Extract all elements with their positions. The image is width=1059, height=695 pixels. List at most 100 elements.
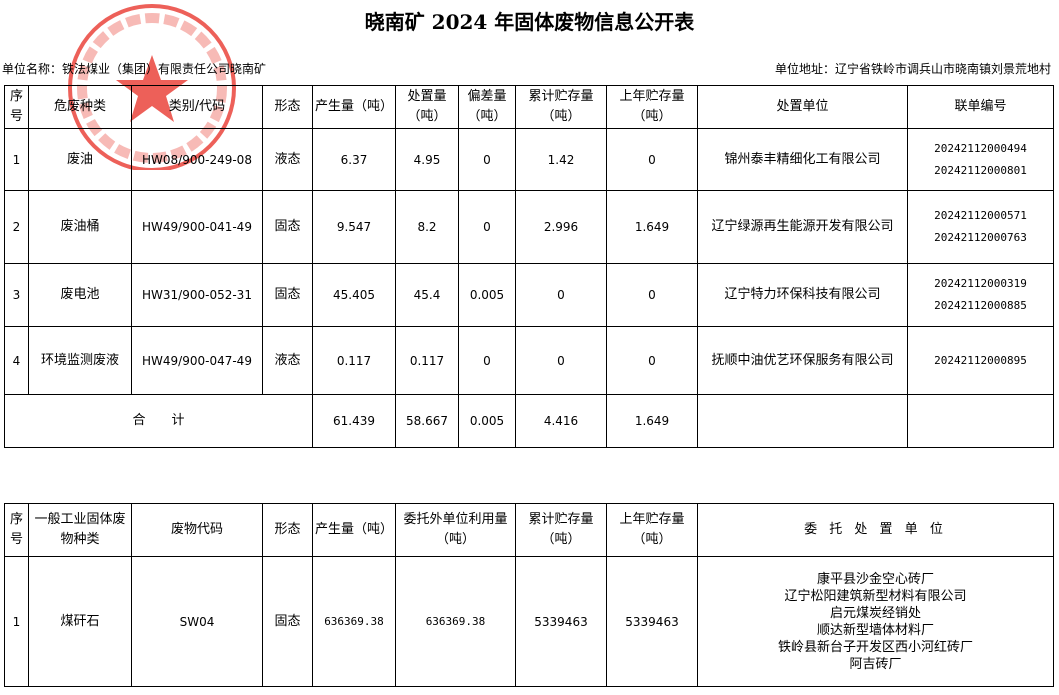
form-number: 20242112000494	[934, 141, 1027, 155]
total-last_year: 1.649	[606, 394, 698, 448]
unit-address: 单位地址：辽宁省铁岭市调兵山市晓南镇刘景荒地村	[774, 62, 1051, 76]
header-row: 序号 危废种类 类别/代码 形态 产生量（吨） 处置量（吨） 偏差量（吨） 累计贮存量（吨）上…	[4, 85, 1054, 129]
form-number: 20242112000571	[934, 209, 1027, 222]
table-row: 2 废油桶 HW49/900-041-49 固态 9.547 8.2 0 2.996 1.649…	[4, 190, 1054, 264]
column-header: 处置单位	[697, 85, 908, 129]
total-disposed: 58.667	[395, 394, 459, 448]
column-header: 危废种类	[28, 85, 132, 129]
table-row: 4 环境监测废液 HW49/900-047-49 液态 0.117 0.117 0 0 0 抚顺中…	[4, 326, 1054, 395]
unit-name: 单位名称：铁法煤业（集团）有限责任公司晓南矿	[2, 62, 267, 76]
row-number: 2	[4, 190, 29, 264]
waste-code: HW08/900-249-08	[131, 128, 263, 191]
disposal-unit: 辽宁特力环保科技有限公司	[697, 263, 908, 327]
column-header: 处置量（吨）	[395, 85, 459, 129]
produced-amount: 636369.38	[312, 556, 396, 687]
waste-state: 固态	[262, 263, 313, 327]
waste-code: HW49/900-047-49	[131, 326, 263, 395]
disposal-unit: 抚顺中油优艺环保服务有限公司	[697, 326, 908, 395]
stored-amount: 1.42	[515, 128, 607, 191]
last-year-amount: 5339463	[606, 556, 698, 687]
hazardous-waste-table: 序号 危废种类 类别/代码 形态 产生量（吨） 处置量（吨） 偏差量（吨） 累计贮存量（吨）上…	[4, 85, 1054, 448]
disposal-unit: 铁岭县新台子开发区西小河红砖厂	[777, 639, 973, 655]
column-header: 序号	[4, 85, 29, 129]
column-header: 上年贮存量（吨）	[606, 503, 698, 557]
form-numbers: 20242112000494 20242112000801	[907, 128, 1054, 191]
disposal-unit: 顺达新型墙体材料厂	[816, 622, 934, 638]
form-number: 20242112000885	[934, 299, 1027, 312]
waste-state: 液态	[262, 326, 313, 395]
disposal-unit: 辽宁绿源再生能源开发有限公司	[697, 190, 908, 264]
disposal-unit: 启元煤炭经销处	[829, 605, 921, 621]
column-header: 形态	[262, 85, 313, 129]
row-number: 1	[4, 556, 29, 687]
column-header: 委托外单位利用量（吨）	[395, 503, 516, 557]
waste-type: 废油	[28, 128, 132, 191]
disposal-unit: 辽宁松阳建筑新型材料有限公司	[784, 588, 967, 604]
column-header: 废物代码	[131, 503, 263, 557]
last-year-amount: 0	[606, 128, 698, 191]
disposed-amount: 8.2	[395, 190, 459, 264]
waste-type: 环境监测废液	[28, 326, 132, 395]
disposed-amount: 4.95	[395, 128, 459, 191]
form-numbers: 20242112000319 20242112000885	[907, 263, 1054, 327]
deviation-amount: 0.005	[458, 263, 516, 327]
produced-amount: 45.405	[312, 263, 396, 327]
last-year-amount: 0	[606, 326, 698, 395]
waste-code: HW31/900-052-31	[131, 263, 263, 327]
row-number: 4	[4, 326, 29, 395]
deviation-amount: 0	[458, 190, 516, 264]
column-header: 委 托 处 置 单 位	[697, 503, 1054, 557]
stored-amount: 2.996	[515, 190, 607, 264]
produced-amount: 6.37	[312, 128, 396, 191]
column-header: 累计贮存量（吨）	[515, 85, 607, 129]
form-number: 20242112000895	[934, 353, 1027, 367]
form-numbers: 20242112000895	[907, 326, 1054, 395]
deviation-amount: 0	[458, 128, 516, 191]
disposal-units: 康平县沙金空心砖厂 辽宁松阳建筑新型材料有限公司 启元煤炭经销处 顺达新型墙体材料厂铁…	[697, 556, 1054, 687]
empty-cell	[697, 394, 908, 448]
utilized-amount: 636369.38	[395, 556, 516, 687]
waste-type: 废油桶	[28, 190, 132, 264]
waste-code: HW49/900-041-49	[131, 190, 263, 264]
disposal-unit: 康平县沙金空心砖厂	[816, 571, 934, 587]
total-label: 合 计	[4, 394, 313, 448]
disposal-unit: 阿吉砖厂	[849, 656, 902, 672]
column-header: 偏差量（吨）	[458, 85, 516, 129]
total-produced: 61.439	[312, 394, 396, 448]
form-number: 20242112000801	[934, 163, 1027, 177]
waste-state: 液态	[262, 128, 313, 191]
form-number: 20242112000763	[934, 231, 1027, 244]
general-waste-table: 序号 一般工业固体废物种类 废物代码 形态 产生量（吨） 委托外单位利用量（吨） 累计贮存量…	[4, 503, 1054, 687]
column-header: 类别/代码	[131, 85, 263, 129]
stored-amount: 0	[515, 263, 607, 327]
column-header: 形态	[262, 503, 313, 557]
form-numbers: 20242112000571 20242112000763	[907, 190, 1054, 264]
disposed-amount: 45.4	[395, 263, 459, 327]
waste-state: 固态	[262, 190, 313, 264]
last-year-amount: 1.649	[606, 190, 698, 264]
column-header: 产生量（吨）	[312, 85, 396, 129]
total-deviation: 0.005	[458, 394, 516, 448]
disposal-unit: 锦州泰丰精细化工有限公司	[697, 128, 908, 191]
page-title: 晓南矿 2024 年固体废物信息公开表	[364, 10, 695, 34]
row-number: 3	[4, 263, 29, 327]
disposed-amount: 0.117	[395, 326, 459, 395]
stored-amount: 0	[515, 326, 607, 395]
empty-cell	[907, 394, 1054, 448]
last-year-amount: 0	[606, 263, 698, 327]
row-number: 1	[4, 128, 29, 191]
column-header: 序号	[4, 503, 29, 557]
produced-amount: 9.547	[312, 190, 396, 264]
form-number: 20242112000319	[934, 277, 1027, 290]
produced-amount: 0.117	[312, 326, 396, 395]
waste-type: 废电池	[28, 263, 132, 327]
total-row: 合 计 61.439 58.667 0.005 4.416 1.649	[4, 394, 1054, 448]
header-row: 序号 一般工业固体废物种类 废物代码 形态 产生量（吨） 委托外单位利用量（吨） 累计贮存量…	[4, 503, 1054, 557]
column-header: 上年贮存量（吨）	[606, 85, 698, 129]
table-row: 1 煤矸石 SW04 固态 636369.38 636369.38 5339463 53394…	[4, 556, 1054, 687]
waste-type: 煤矸石	[28, 556, 132, 687]
stored-amount: 5339463	[515, 556, 607, 687]
column-header: 一般工业固体废物种类	[28, 503, 132, 557]
waste-state: 固态	[262, 556, 313, 687]
table-row: 1 废油 HW08/900-249-08 液态 6.37 4.95 0 1.42 0 锦州泰丰精细…	[4, 128, 1054, 191]
